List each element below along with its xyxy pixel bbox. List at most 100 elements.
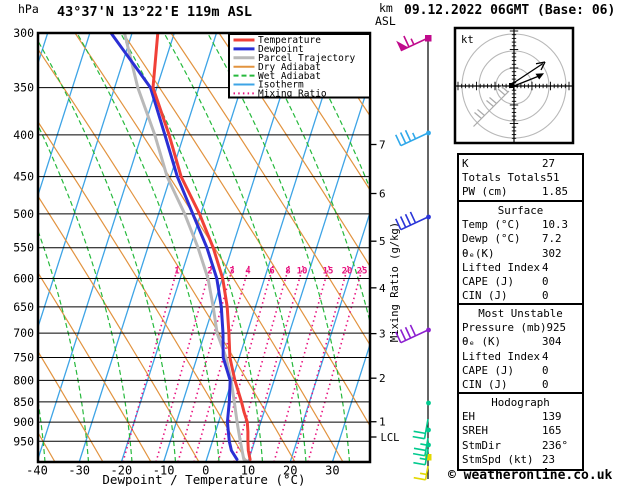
svg-text:3: 3 bbox=[379, 328, 386, 341]
table-row: CAPE (J) 0 bbox=[459, 364, 582, 378]
wind-barb bbox=[413, 448, 429, 466]
index-label: Totals Totals bbox=[462, 171, 547, 185]
svg-text:hPa: hPa bbox=[18, 2, 39, 16]
svg-text:6: 6 bbox=[269, 267, 274, 277]
index-value: 10.3 bbox=[542, 218, 569, 232]
svg-text:3: 3 bbox=[229, 267, 234, 277]
svg-text:400: 400 bbox=[13, 128, 34, 142]
svg-text:-30: -30 bbox=[68, 464, 90, 478]
surface-table: Surface Temp (°C) 10.3 Dewp (°C) 7.2 θₑ(… bbox=[457, 200, 584, 308]
table-title: Hodograph bbox=[491, 396, 550, 409]
wind-barb bbox=[412, 418, 429, 440]
index-value: 4 bbox=[542, 260, 549, 274]
index-label: StmDir bbox=[462, 438, 502, 452]
table-row: Dewp (°C) 7.2 bbox=[459, 232, 582, 246]
table-title: Most Unstable bbox=[478, 307, 563, 320]
svg-text:600: 600 bbox=[13, 272, 34, 286]
table-title: Surface bbox=[497, 204, 544, 217]
svg-text:450: 450 bbox=[13, 170, 34, 184]
hodograph-gray-barb bbox=[473, 109, 486, 127]
wind-barb bbox=[395, 324, 429, 344]
table-row: Temp (°C) 10.3 bbox=[459, 218, 582, 232]
index-label: CIN (J) bbox=[462, 289, 508, 303]
svg-text:750: 750 bbox=[13, 351, 34, 365]
svg-text:Dewpoint / Temperature (°C): Dewpoint / Temperature (°C) bbox=[102, 472, 305, 486]
index-value: 0 bbox=[542, 363, 549, 377]
wind-barb bbox=[413, 465, 429, 481]
svg-text:10: 10 bbox=[297, 267, 308, 277]
table-row: EH 139 bbox=[459, 410, 582, 424]
svg-text:0: 0 bbox=[202, 464, 209, 478]
svg-text:15: 15 bbox=[323, 267, 334, 277]
pressure-gridlines bbox=[38, 87, 370, 442]
index-label: CAPE (J) bbox=[462, 274, 515, 288]
svg-text:Parcel Trajectory: Parcel Trajectory bbox=[258, 53, 356, 64]
svg-text:km: km bbox=[379, 1, 393, 15]
svg-text:550: 550 bbox=[13, 241, 34, 255]
parcel-trajectory-curve bbox=[123, 33, 249, 462]
table-row: SREH 165 bbox=[459, 424, 582, 438]
table-row: StmDir 236° bbox=[459, 439, 582, 453]
index-label: PW (cm) bbox=[462, 185, 508, 199]
lcl-label: LCL bbox=[381, 432, 400, 444]
index-value: 0 bbox=[542, 377, 549, 391]
svg-text:ASL: ASL bbox=[375, 14, 396, 28]
mixing-ratio-group bbox=[122, 265, 364, 462]
plot-area: 1 2 3 4 6 8 10 15 20 25 bbox=[38, 33, 370, 462]
temperature-curve bbox=[151, 33, 252, 461]
index-label: EH bbox=[462, 410, 476, 424]
datetime-label: 09.12.2022 06GMT (Base: 06) bbox=[404, 3, 616, 18]
svg-text:-10: -10 bbox=[153, 464, 175, 478]
table-row: PW (cm) 1.85 bbox=[459, 185, 582, 199]
index-value: 4 bbox=[542, 349, 549, 363]
index-label: K bbox=[462, 157, 469, 170]
svg-text:350: 350 bbox=[13, 81, 34, 95]
svg-text:7: 7 bbox=[379, 139, 386, 152]
index-label: θₑ (K) bbox=[462, 335, 502, 349]
svg-text:2: 2 bbox=[207, 267, 212, 277]
index-label: SREH bbox=[462, 424, 489, 438]
most-unstable-table: Most Unstable Pressure (mb) 925 θₑ (K) 3… bbox=[457, 303, 584, 397]
svg-text:Dry Adiabat: Dry Adiabat bbox=[258, 62, 321, 73]
table-row: Lifted Index 4 bbox=[459, 261, 582, 275]
svg-text:300: 300 bbox=[13, 26, 34, 40]
index-value: 23 bbox=[542, 452, 556, 466]
svg-text:1: 1 bbox=[379, 416, 386, 429]
mixing-ratio-labels: 1 2 3 4 6 8 10 15 20 25 bbox=[174, 267, 367, 277]
index-label: Lifted Index bbox=[462, 260, 541, 274]
index-label: StmSpd (kt) bbox=[462, 452, 534, 466]
svg-text:950: 950 bbox=[13, 434, 34, 448]
table-row: CIN (J) 0 bbox=[459, 289, 582, 303]
km-axis: 1 2 3 4 5 6 7 LCL bbox=[370, 139, 399, 444]
svg-text:2: 2 bbox=[379, 372, 386, 385]
pressure-axis-labels: 300 350 400 450 500 550 600 650 700 750 800 850 900 9… bbox=[13, 26, 34, 448]
hodograph-gray-barb bbox=[496, 85, 510, 104]
index-label: Dewp (°C) bbox=[462, 232, 521, 246]
svg-text:Dewpoint: Dewpoint bbox=[258, 44, 304, 55]
wind-barb-column bbox=[395, 35, 432, 481]
svg-text:500: 500 bbox=[13, 207, 34, 221]
table-row: StmSpd (kt) 23 bbox=[459, 453, 582, 467]
svg-text:20: 20 bbox=[283, 464, 297, 478]
index-value: 0 bbox=[542, 274, 549, 288]
table-row: K 27 bbox=[459, 157, 582, 171]
svg-text:1: 1 bbox=[174, 267, 179, 277]
svg-text:20: 20 bbox=[342, 267, 353, 277]
temperature-axis-labels: -40 -30 -20 -10 0 10 20 30 bbox=[26, 464, 339, 478]
svg-text:-40: -40 bbox=[26, 464, 48, 478]
index-value: 7.2 bbox=[542, 232, 562, 246]
svg-text:43°37'N 13°22'E 119m ASL: 43°37'N 13°22'E 119m ASL bbox=[57, 4, 252, 20]
svg-text:850: 850 bbox=[13, 395, 34, 409]
svg-text:Mixing Ratio: Mixing Ratio bbox=[258, 89, 327, 100]
table-row: θₑ(K) 302 bbox=[459, 247, 582, 261]
wind-barb bbox=[395, 129, 429, 147]
plot-border bbox=[36, 31, 372, 464]
index-value: 27 bbox=[542, 157, 556, 170]
svg-text:650: 650 bbox=[13, 300, 34, 314]
index-label: Lifted Index bbox=[462, 349, 541, 363]
index-value: 51 bbox=[546, 171, 560, 185]
svg-text:800: 800 bbox=[13, 373, 34, 387]
hodograph-rings bbox=[456, 29, 572, 142]
